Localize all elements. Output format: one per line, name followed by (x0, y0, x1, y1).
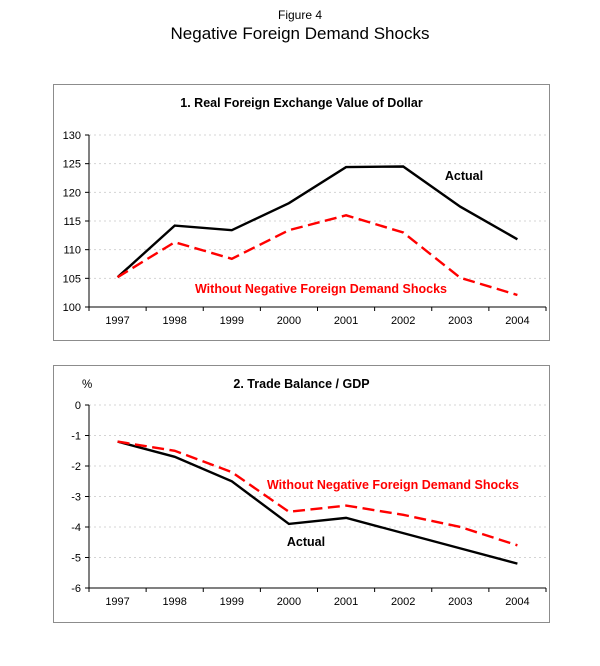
y-tick-label: 115 (63, 216, 81, 228)
y-tick-label: 130 (63, 130, 81, 142)
actual-line (116, 165, 518, 279)
panel-1-title: 1. Real Foreign Exchange Value of Dollar (180, 96, 423, 110)
y-tick-label: 105 (63, 273, 81, 285)
x-tick-label: 1997 (105, 596, 129, 608)
x-tick-label: 2000 (277, 596, 301, 608)
x-tick-label: 1998 (162, 596, 186, 608)
y-tick-label: 110 (63, 245, 81, 257)
trade-balance-chart: 0 -1 -2 -3 -4 -5 -6 1997 1998 1999 2000 2001 2002 200… (71, 400, 547, 608)
panel-trade-balance: 2. Trade Balance / GDP % 0 -1 -2 -3 -4 -5 -6 19… (53, 365, 550, 623)
y-tick-label: -6 (71, 583, 81, 595)
x-tick-label: 2001 (334, 315, 358, 327)
actual-line (117, 440, 518, 565)
figure-number: Figure 4 (277, 8, 323, 22)
x-tick-label: 1999 (220, 596, 244, 608)
actual-series-label: Actual (286, 535, 326, 549)
y-tick-label: 100 (63, 302, 81, 314)
panel-2-title: 2. Trade Balance / GDP (233, 377, 370, 391)
y-tick-label: -1 (71, 431, 81, 443)
x-tick-label: 2002 (391, 315, 415, 327)
counterfactual-line (116, 214, 518, 297)
figure-title: Negative Foreign Demand Shocks (170, 24, 430, 43)
x-tick-label: 2001 (334, 596, 358, 608)
y-tick-label: 0 (75, 400, 81, 412)
x-tick-label: 2002 (391, 596, 415, 608)
counterfactual-series-label: Without Negative Foreign Demand Shocks (194, 282, 448, 296)
x-tick-label: 2000 (277, 315, 301, 327)
exchange-value-chart: 100 105 110 115 120 125 130 1997 1998 1999 2000 200… (63, 130, 547, 327)
x-tick-label: 2003 (448, 315, 472, 327)
panel-exchange-value: 1. Real Foreign Exchange Value of Dollar… (53, 84, 550, 341)
y-tick-label: 125 (63, 159, 81, 171)
y-tick-label: -3 (71, 492, 81, 504)
y-tick-label: -4 (71, 522, 81, 534)
counterfactual-series-label: Without Negative Foreign Demand Shocks (266, 478, 520, 492)
counterfactual-line (117, 440, 518, 547)
y-axis-unit-label: % (82, 379, 93, 391)
y-tick-label: -2 (71, 461, 81, 473)
x-tick-label: 1997 (105, 315, 129, 327)
y-tick-label: -5 (71, 553, 81, 565)
x-tick-label: 2004 (505, 596, 529, 608)
x-tick-label: 2003 (448, 596, 472, 608)
x-tick-label: 1999 (220, 315, 244, 327)
y-tick-label: 120 (63, 187, 81, 199)
actual-series-label: Actual (444, 169, 484, 183)
x-tick-label: 2004 (505, 315, 529, 327)
x-tick-label: 1998 (162, 315, 186, 327)
